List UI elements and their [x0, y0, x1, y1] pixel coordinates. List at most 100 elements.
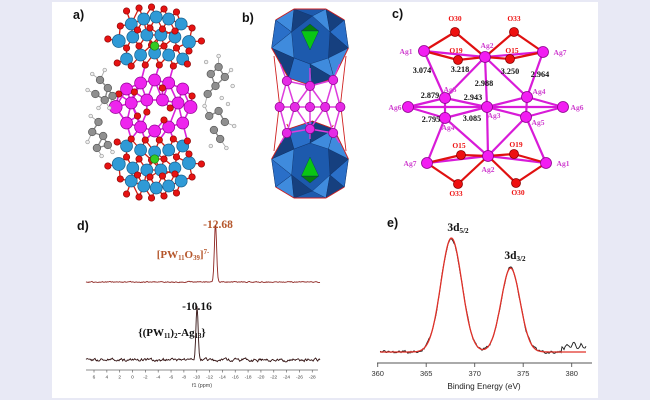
silver-atom	[120, 116, 133, 130]
oxygen-atom	[185, 150, 193, 158]
silver-atom	[120, 82, 133, 96]
silver-oxygen-bond	[454, 31, 486, 58]
atom-label: O19	[449, 46, 463, 55]
nmr-trace-pw11-ag13	[85, 305, 321, 363]
oxygen-atom	[505, 54, 515, 64]
silver-oxygen-bond	[487, 155, 517, 184]
oxygen-atom	[104, 162, 112, 170]
axis-tick-label: 2	[118, 375, 121, 381]
oxygen-atom	[135, 155, 143, 163]
polyhedron-face	[291, 8, 313, 33]
atom-label: Ag6	[571, 103, 584, 112]
hydrogen-atom	[230, 83, 235, 89]
panel-d-label: d)	[77, 219, 89, 233]
oxygen-atom	[116, 175, 124, 183]
oxygen-bridge-line	[325, 186, 345, 199]
atom-label: O15	[505, 46, 519, 55]
silver-atom	[274, 102, 285, 112]
oxygen-bridge-line	[325, 8, 345, 21]
silver-atom	[148, 73, 161, 87]
silver-atom	[305, 81, 315, 91]
silver-oxygen-bond	[515, 162, 547, 184]
axis-tick-label: -10	[193, 375, 200, 381]
oxygen-atom	[127, 62, 135, 70]
bond-distance-label: 3.218	[451, 65, 469, 74]
silver-silver-bond	[444, 96, 488, 109]
tungsten-atom	[162, 179, 176, 193]
oxygen-bridge-line	[273, 55, 281, 106]
oxygen-atom	[172, 8, 181, 16]
silver-atom	[328, 75, 339, 85]
oxygen-atom	[133, 171, 142, 179]
carbon-atom	[95, 75, 105, 85]
hydrogen-atom	[88, 113, 93, 119]
silver-silver-bond	[526, 95, 564, 109]
hydrogen-atom	[99, 153, 104, 159]
silver-atom	[402, 101, 414, 113]
oxygen-bridge-line	[275, 186, 295, 199]
silver-atom	[183, 100, 198, 114]
panel-d-nmr-spectra: -12.68 [PW11O39]7- -10.16 {(PW11)2-Ag13} 6 4 2…	[85, 219, 321, 389]
phosphorus-atom	[150, 154, 160, 164]
oxygen-atom	[172, 189, 181, 197]
oxygen-atom	[135, 193, 143, 201]
axis-tick-label: -6	[169, 375, 174, 381]
oxygen-atom	[127, 135, 135, 143]
oxygen-atom	[147, 3, 156, 11]
silver-silver-bond	[525, 105, 564, 119]
carbon-atom	[99, 131, 108, 141]
tungsten-atom	[149, 10, 163, 24]
axis-tick-label: 375	[517, 369, 530, 378]
atom-label: Ag4	[533, 87, 546, 96]
axis-tick-label: -2	[143, 375, 148, 381]
bond-distance-label: 2.879	[421, 91, 439, 100]
oxygen-atom	[183, 60, 191, 68]
silver-atom	[124, 96, 138, 110]
atom-label: Ag5	[532, 118, 545, 127]
axis-tick-label: -18	[245, 375, 252, 381]
bond-distance-label: 2.964	[531, 70, 549, 79]
oxygen-atom	[123, 7, 131, 15]
tungsten-atom	[134, 48, 147, 62]
tungsten-atom	[162, 48, 176, 62]
silver-silver-bond	[425, 117, 447, 164]
polyhedron-face	[300, 156, 320, 177]
carbon-atom	[214, 106, 223, 116]
axis-tick-label: 370	[468, 369, 481, 378]
silver-atom	[305, 124, 315, 134]
carbon-atom	[220, 117, 229, 127]
oxygen-atom	[116, 22, 124, 30]
hydrogen-atom	[102, 67, 107, 73]
species-label: [PW11O39]7-	[157, 249, 210, 262]
atom-label: Ag2	[481, 41, 494, 50]
silver-silver-bond	[407, 96, 446, 109]
axis-tick-label: 365	[420, 369, 433, 378]
tungsten-atom	[174, 17, 188, 31]
silver-silver-bond	[525, 51, 545, 98]
silver-atom	[335, 102, 346, 112]
atom-label: O15	[452, 141, 466, 150]
tungsten-atom	[182, 156, 196, 170]
carbon-atom	[205, 111, 214, 121]
oxygen-atom	[197, 160, 205, 168]
oxygen-atom	[143, 108, 151, 116]
carbon-atom	[103, 140, 112, 150]
silver-oxygen-bond	[426, 162, 459, 185]
panel-c-silver-network-diagram: O30 O33 Ag1 O19 Ag2 O15 Ag7 Ag5 Ag4 Ag6 Ag3 Ag6 Ag4 A…	[389, 14, 584, 198]
silver-silver-bond	[422, 50, 447, 99]
atom-label: O19	[509, 140, 523, 149]
oxygen-atom	[160, 192, 168, 200]
carbon-atom	[108, 91, 117, 101]
oxygen-atom	[453, 179, 463, 189]
hydrogen-atom	[110, 149, 115, 155]
tungsten-atom	[162, 12, 176, 26]
oxygen-atom	[123, 190, 131, 198]
panel-e-xps-spectrum: 3d5/2 3d3/2 360 365 370 375 380 Binding Energy …	[371, 222, 592, 391]
carbon-atom	[206, 69, 215, 79]
hydrogen-atom	[228, 67, 234, 73]
bond-distance-label: 2.988	[475, 79, 493, 88]
hydrogen-atom	[203, 59, 209, 65]
oxygen-atom	[141, 61, 149, 69]
silver-atom	[171, 96, 185, 110]
